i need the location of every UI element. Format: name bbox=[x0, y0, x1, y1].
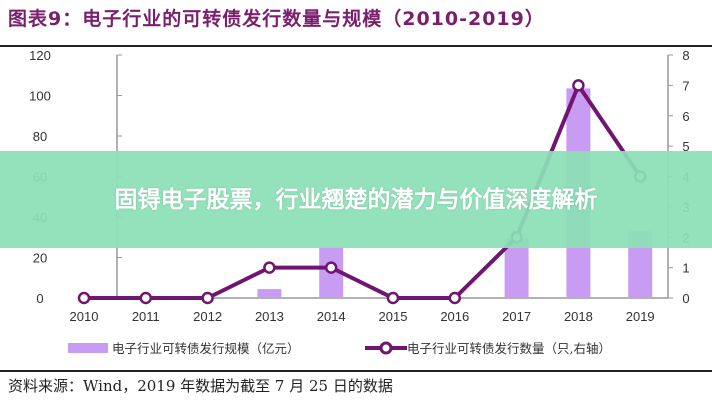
left-tick-label: 0 bbox=[36, 291, 43, 306]
right-tick-label: 5 bbox=[682, 139, 689, 154]
bar-2013 bbox=[257, 289, 282, 298]
left-tick-label: 20 bbox=[33, 251, 47, 266]
bar-2017 bbox=[504, 238, 529, 298]
title-divider bbox=[0, 45, 712, 47]
legend-line-label: 电子行业可转债发行数量（只,右轴） bbox=[407, 341, 611, 356]
right-tick-label: 7 bbox=[682, 78, 689, 93]
count-point-2012 bbox=[201, 291, 214, 305]
count-point-2015 bbox=[386, 291, 400, 305]
x-tick-label: 2014 bbox=[317, 309, 346, 324]
count-point-2014 bbox=[324, 261, 338, 274]
x-tick-label: 2011 bbox=[132, 309, 160, 324]
right-tick-label: 6 bbox=[682, 109, 689, 124]
count-point-2016 bbox=[448, 291, 462, 305]
headline-text: 固锝电子股票，行业翘楚的潜力与价值深度解析 bbox=[114, 186, 598, 213]
count-point-2018 bbox=[572, 79, 585, 92]
count-point-2010 bbox=[77, 291, 91, 305]
left-tick-label: 80 bbox=[33, 129, 47, 144]
right-tick-label: 8 bbox=[682, 48, 689, 63]
left-tick-label: 120 bbox=[29, 48, 51, 63]
x-tick-label: 2010 bbox=[70, 309, 99, 324]
x-tick-label: 2013 bbox=[255, 309, 284, 324]
x-tick-label: 2018 bbox=[564, 309, 593, 324]
legend-bar-label: 电子行业可转债发行规模（亿元） bbox=[112, 341, 300, 356]
legend-line: 电子行业可转债发行数量（只,右轴） bbox=[365, 338, 611, 357]
x-tick-label: 2015 bbox=[379, 309, 408, 324]
chart-title: 图表9：电子行业的可转债发行数量与规模（2010-2019） bbox=[8, 8, 545, 30]
x-tick-label: 2012 bbox=[193, 309, 222, 324]
x-tick-label: 2017 bbox=[502, 309, 531, 324]
count-point-2011 bbox=[139, 291, 153, 305]
right-tick-label: 0 bbox=[682, 291, 689, 306]
legend-line-swatch bbox=[365, 341, 407, 354]
count-point-2013 bbox=[263, 261, 276, 274]
legend-bar-swatch bbox=[68, 342, 108, 353]
headline-banner: 固锝电子股票，行业翘楚的潜力与价值深度解析 bbox=[0, 151, 712, 248]
legend-bar: 电子行业可转债发行规模（亿元） bbox=[68, 338, 300, 357]
source-divider bbox=[0, 370, 712, 372]
source-note: 资料来源：Wind，2019 年数据为截至 7 月 25 日的数据 bbox=[8, 377, 393, 395]
x-tick-label: 2019 bbox=[626, 309, 655, 324]
x-tick-label: 2016 bbox=[440, 309, 469, 324]
left-tick-label: 100 bbox=[29, 89, 51, 104]
right-tick-label: 1 bbox=[682, 261, 689, 276]
